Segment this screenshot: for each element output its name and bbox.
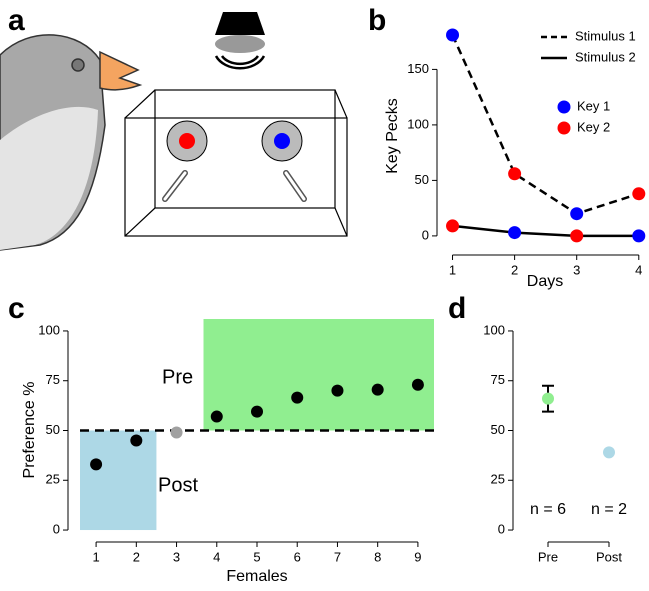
y-tick-label: 0 [498, 521, 505, 536]
figure: a b c d 0501001501234DaysKey PecksStimul… [0, 0, 649, 586]
point [570, 229, 583, 242]
y-axis-label: Preference % [21, 382, 38, 479]
point [508, 226, 521, 239]
y-tick-label: 0 [53, 521, 60, 536]
y-tick-label: 75 [46, 372, 60, 387]
illustration [0, 12, 347, 250]
y-tick-label: 150 [407, 61, 429, 76]
panel-label: c [8, 292, 25, 325]
y-tick-label: 75 [491, 372, 505, 387]
legend-label: Stimulus 1 [575, 28, 636, 43]
point [211, 411, 223, 423]
y-tick-label: 50 [491, 422, 505, 437]
x-tick-label: 1 [92, 549, 99, 564]
bird-beak [100, 52, 140, 90]
lamp-rays [216, 56, 264, 68]
perch [165, 173, 185, 199]
point [603, 446, 615, 458]
x-axis-label: Females [226, 568, 287, 585]
panel-label: d [448, 292, 466, 325]
region-label: Post [158, 474, 198, 496]
x-tick-label: 3 [173, 549, 180, 564]
point [130, 434, 142, 446]
point [542, 393, 554, 405]
point [372, 384, 384, 396]
x-tick-label: 2 [511, 262, 518, 277]
x-tick-label: 8 [374, 549, 381, 564]
legend-label: Key 2 [577, 119, 610, 134]
y-tick-label: 25 [46, 472, 60, 487]
x-tick-label: 4 [635, 262, 642, 277]
x-tick-label: 5 [253, 549, 260, 564]
annotation: n = 2 [591, 501, 627, 518]
bird-eye [72, 59, 84, 71]
y-tick-label: 50 [415, 172, 429, 187]
x-tick-label: 9 [414, 549, 421, 564]
y-tick-label: 100 [483, 322, 505, 337]
line [453, 226, 639, 236]
point [570, 207, 583, 220]
point [508, 167, 521, 180]
annotation: n = 6 [530, 501, 566, 518]
y-tick-label: 0 [422, 227, 429, 242]
legend-marker [558, 101, 571, 114]
lamp-light [215, 35, 265, 53]
perch [286, 173, 304, 199]
x-tick-label: Post [596, 549, 622, 564]
x-axis-label: Days [527, 273, 563, 290]
point [90, 458, 102, 470]
region-label: Pre [162, 366, 193, 388]
x-tick-label: 7 [334, 549, 341, 564]
lamp [215, 12, 265, 35]
x-tick-label: 6 [294, 549, 301, 564]
point [171, 426, 183, 438]
region [203, 319, 434, 430]
point [632, 187, 645, 200]
point [632, 229, 645, 242]
panel-label: b [368, 4, 386, 37]
y-tick-label: 100 [407, 116, 429, 131]
point [446, 28, 459, 41]
x-tick-label: 1 [449, 262, 456, 277]
y-axis-label: Key Pecks [384, 98, 401, 174]
legend-label: Key 1 [577, 98, 610, 113]
key-light [179, 133, 195, 149]
panel-label: a [8, 4, 25, 37]
legend-label: Stimulus 2 [575, 49, 636, 64]
point [331, 385, 343, 397]
x-tick-label: 4 [213, 549, 220, 564]
y-tick-label: 100 [38, 322, 60, 337]
region [80, 430, 156, 530]
x-tick-label: Pre [538, 549, 558, 564]
x-tick-label: 2 [133, 549, 140, 564]
key-light [274, 133, 290, 149]
point [412, 379, 424, 391]
y-tick-label: 50 [46, 422, 60, 437]
point [291, 392, 303, 404]
point [446, 219, 459, 232]
point [251, 406, 263, 418]
legend-marker [558, 122, 571, 135]
x-tick-label: 3 [573, 262, 580, 277]
y-tick-label: 25 [491, 472, 505, 487]
box [125, 90, 347, 236]
